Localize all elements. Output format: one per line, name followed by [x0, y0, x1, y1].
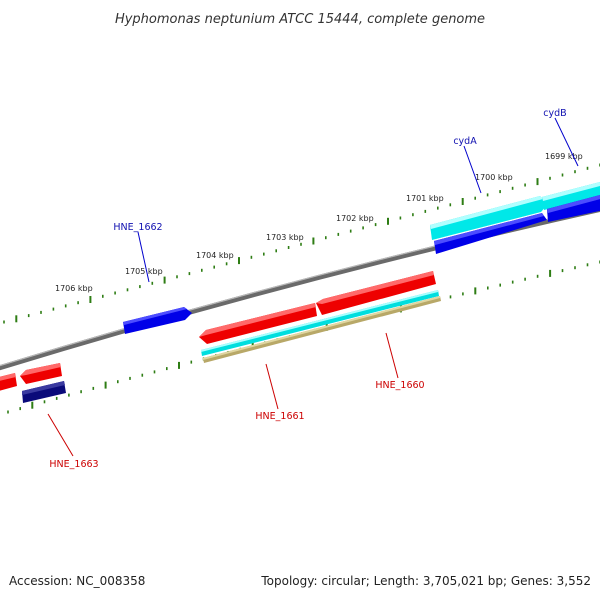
gene-hne-1662[interactable] [123, 307, 192, 334]
genome-summary-text: Topology: circular; Length: 3,705,021 bp… [261, 574, 591, 588]
gene-hne-1660[interactable] [316, 271, 436, 315]
gene-label-hne-1660: HNE_1660 [375, 380, 424, 391]
gene-label-hne-1663: HNE_1663 [49, 459, 98, 470]
kbp-label-1699: 1699 kbp [545, 152, 583, 161]
connector-cydb [554, 117, 579, 167]
gene-cydb[interactable] [542, 181, 600, 222]
connector-hne-1663 [47, 413, 74, 457]
outer-tick-track [3, 163, 600, 324]
kbp-label-1703: 1703 kbp [266, 233, 304, 242]
gene-label-cyda: cydA [453, 136, 477, 147]
gene-label-hne-1662: HNE_1662 [113, 222, 162, 233]
kbp-label-1700: 1700 kbp [475, 173, 513, 182]
connector-hne-1660 [385, 332, 399, 379]
kbp-label-1702: 1702 kbp [336, 214, 374, 223]
kbp-label-1704: 1704 kbp [196, 251, 234, 260]
gene-label-hne-1661: HNE_1661 [255, 411, 304, 422]
connector-hne-1662 [137, 231, 150, 283]
gene-cyda[interactable] [430, 196, 548, 254]
kbp-label-1701: 1701 kbp [406, 194, 444, 203]
gene-hne-1663[interactable] [0, 363, 66, 403]
gene-label-cydb: cydB [543, 108, 566, 119]
connector-cyda [463, 145, 482, 194]
kbp-label-1705: 1705 kbp [125, 267, 163, 276]
gene-hne-1661[interactable] [199, 290, 441, 363]
accession-text: Accession: NC_008358 [9, 574, 146, 588]
map-title: Hyphomonas neptunium ATCC 15444, complet… [115, 12, 485, 27]
kbp-label-1706: 1706 kbp [55, 284, 93, 293]
connector-hne-1661 [265, 363, 279, 410]
